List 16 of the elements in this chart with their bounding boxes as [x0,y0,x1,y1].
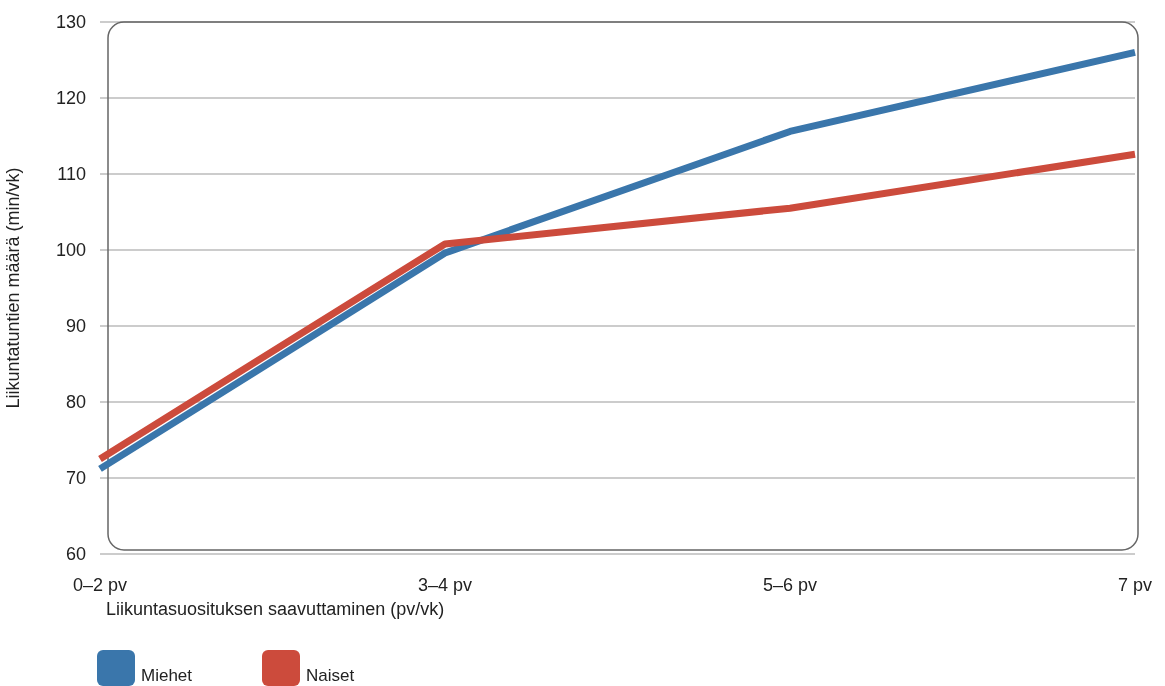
y-tick-label: 100 [55,240,86,261]
y-tick-label: 120 [55,88,86,109]
x-tick-label: 5–6 pv [762,574,818,595]
x-tick-label: 3–4 pv [417,574,473,595]
legend-label: Naiset [306,666,355,686]
y-axis-title: Liikuntatuntien määrä (min/vk) [3,167,24,409]
x-tick-label: 0–2 pv [72,574,128,595]
y-tick-label: 60 [65,544,86,565]
legend-label: Miehet [141,666,193,686]
y-tick-label: 80 [65,392,86,413]
y-tick-label: 70 [65,468,86,489]
y-tick-label: 110 [57,164,86,185]
y-tick-label: 90 [65,316,86,337]
x-axis-title: Liikuntasuosituksen saavuttaminen (pv/vk) [106,598,445,619]
x-tick-label: 7 pv [1117,574,1153,595]
y-tick-label: 130 [55,12,86,33]
